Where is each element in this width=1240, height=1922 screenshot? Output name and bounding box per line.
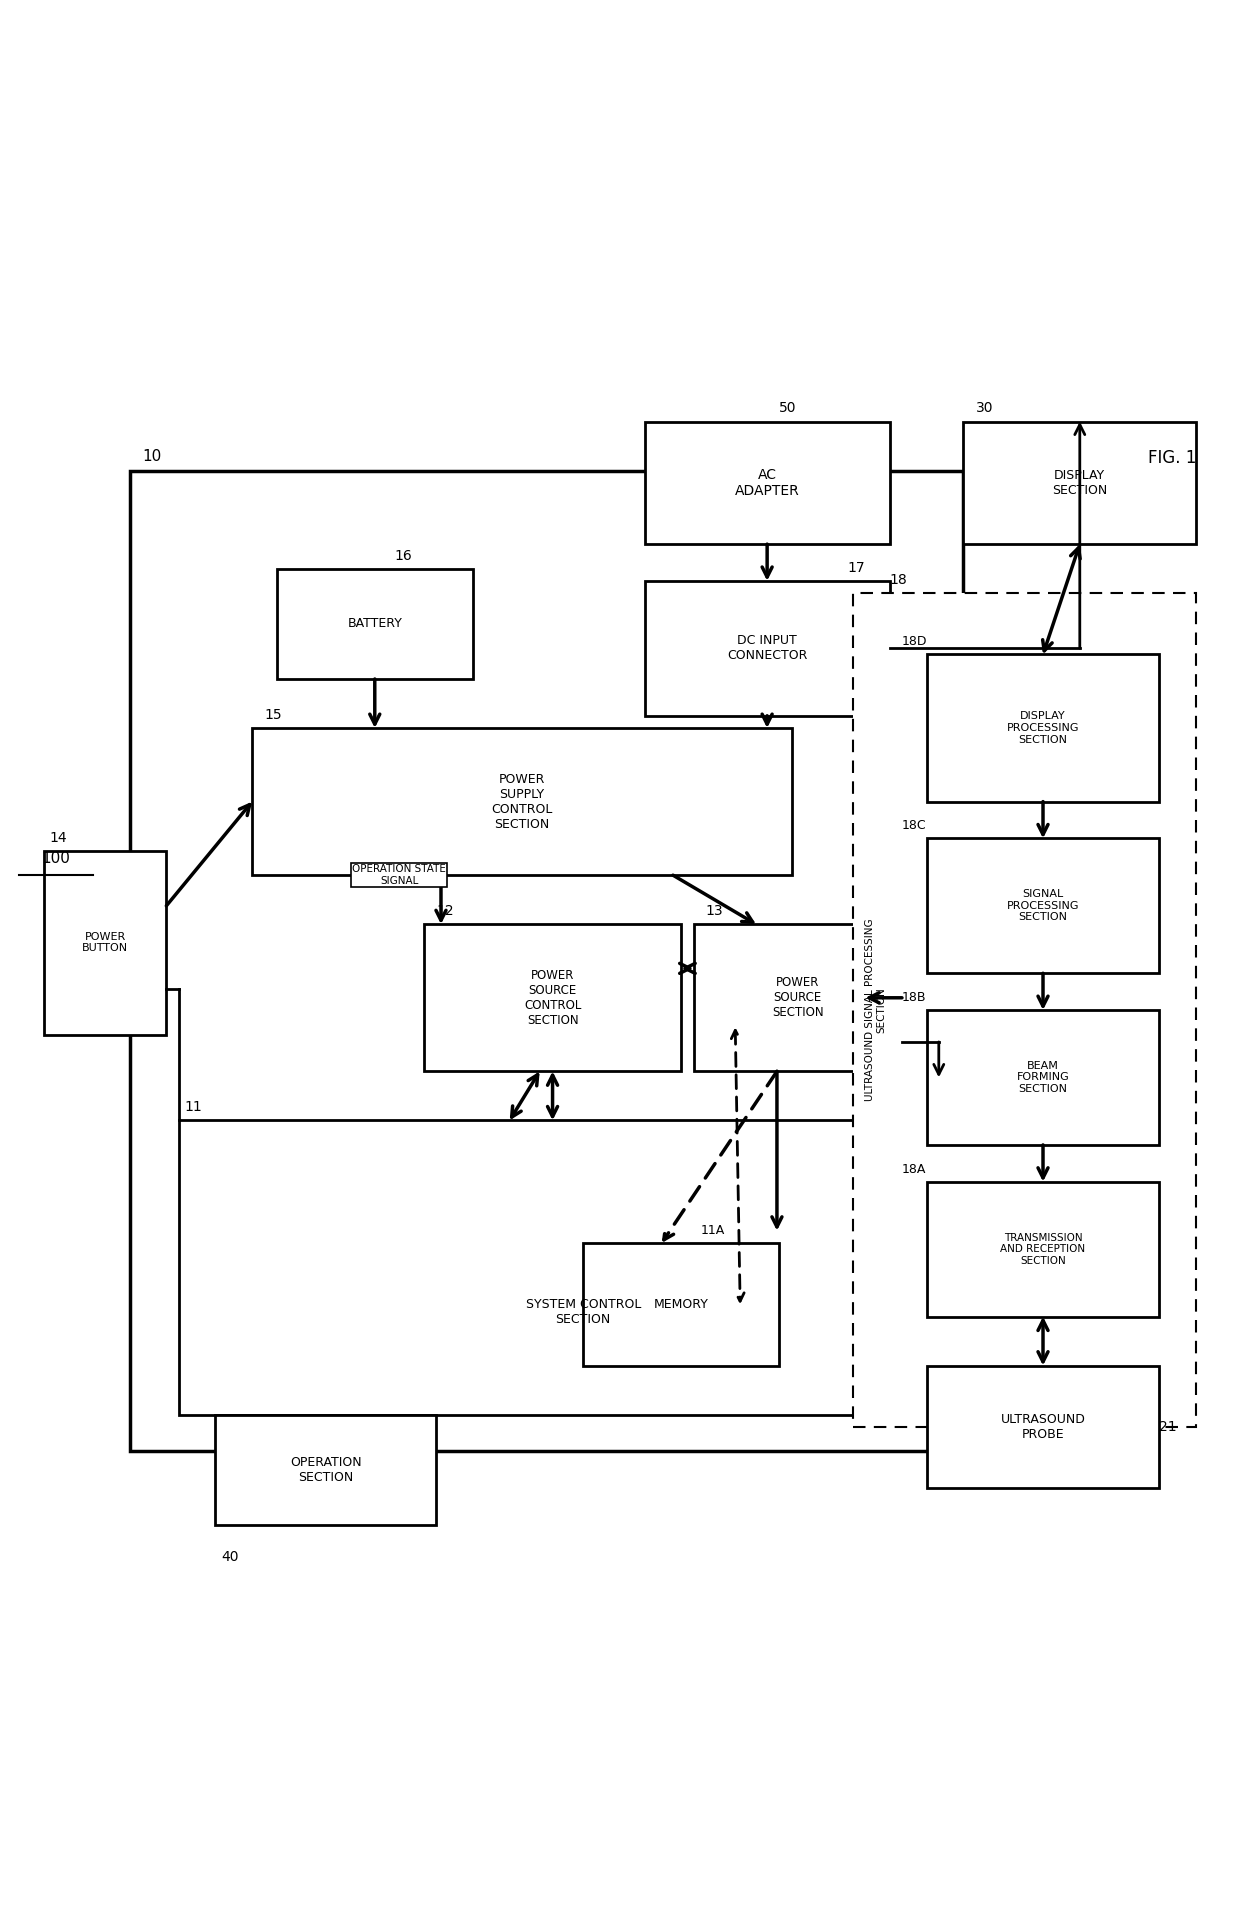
FancyBboxPatch shape [963, 421, 1197, 544]
Text: 18D: 18D [901, 636, 928, 648]
Text: 12: 12 [436, 903, 454, 919]
Text: TRANSMISSION
AND RECEPTION
SECTION: TRANSMISSION AND RECEPTION SECTION [1001, 1232, 1085, 1267]
Text: 14: 14 [50, 830, 67, 844]
Text: 21: 21 [1159, 1420, 1177, 1434]
Text: POWER
SOURCE
SECTION: POWER SOURCE SECTION [773, 976, 823, 1019]
Text: BEAM
FORMING
SECTION: BEAM FORMING SECTION [1017, 1061, 1069, 1094]
FancyBboxPatch shape [693, 924, 901, 1071]
FancyBboxPatch shape [216, 1415, 436, 1524]
Text: 50: 50 [780, 402, 797, 415]
Bar [129, 471, 963, 1451]
FancyBboxPatch shape [43, 851, 166, 1034]
FancyBboxPatch shape [645, 421, 890, 544]
Text: 16: 16 [394, 548, 412, 563]
Text: DISPLAY
SECTION: DISPLAY SECTION [1053, 469, 1107, 496]
Text: ULTRASOUND
PROBE: ULTRASOUND PROBE [1001, 1413, 1085, 1442]
Text: ULTRASOUND SIGNAL PROCESSING
SECTION: ULTRASOUND SIGNAL PROCESSING SECTION [866, 919, 887, 1101]
Text: 18C: 18C [901, 819, 926, 832]
Text: 40: 40 [222, 1549, 239, 1563]
FancyBboxPatch shape [583, 1244, 780, 1367]
Text: POWER
SUPPLY
CONTROL
SECTION: POWER SUPPLY CONTROL SECTION [491, 773, 553, 830]
Text: SYSTEM CONTROL
SECTION: SYSTEM CONTROL SECTION [526, 1297, 641, 1326]
Text: 13: 13 [706, 903, 723, 919]
Text: 18: 18 [890, 573, 908, 586]
Text: BATTERY: BATTERY [347, 617, 402, 630]
Text: AC
ADAPTER: AC ADAPTER [735, 467, 800, 498]
FancyBboxPatch shape [179, 1121, 914, 1415]
Text: 11A: 11A [701, 1224, 725, 1238]
FancyBboxPatch shape [252, 728, 791, 875]
Text: DISPLAY
PROCESSING
SECTION: DISPLAY PROCESSING SECTION [1007, 711, 1079, 744]
FancyBboxPatch shape [424, 924, 681, 1071]
FancyBboxPatch shape [926, 655, 1159, 801]
Text: 100: 100 [42, 851, 71, 867]
FancyBboxPatch shape [926, 1182, 1159, 1317]
Text: DC INPUT
CONNECTOR: DC INPUT CONNECTOR [727, 634, 807, 663]
Text: SIGNAL
PROCESSING
SECTION: SIGNAL PROCESSING SECTION [1007, 890, 1079, 923]
Text: 18A: 18A [901, 1163, 926, 1176]
FancyBboxPatch shape [645, 580, 890, 715]
Text: 15: 15 [264, 707, 281, 723]
Text: 11: 11 [185, 1099, 202, 1115]
Text: 17: 17 [848, 561, 866, 575]
Text: OPERATION STATE
SIGNAL: OPERATION STATE SIGNAL [352, 865, 446, 886]
Bar [853, 594, 1197, 1426]
Text: MEMORY: MEMORY [653, 1297, 709, 1311]
FancyBboxPatch shape [926, 838, 1159, 973]
Text: OPERATION
SECTION: OPERATION SECTION [290, 1455, 362, 1484]
Text: 18B: 18B [901, 992, 926, 1003]
Text: POWER
BUTTON: POWER BUTTON [82, 932, 128, 953]
Text: POWER
SOURCE
CONTROL
SECTION: POWER SOURCE CONTROL SECTION [523, 969, 582, 1026]
FancyBboxPatch shape [277, 569, 472, 678]
Text: 10: 10 [141, 450, 161, 465]
FancyBboxPatch shape [926, 1011, 1159, 1146]
FancyBboxPatch shape [926, 1367, 1159, 1488]
Text: 30: 30 [976, 402, 993, 415]
Text: FIG. 1: FIG. 1 [1148, 450, 1197, 467]
